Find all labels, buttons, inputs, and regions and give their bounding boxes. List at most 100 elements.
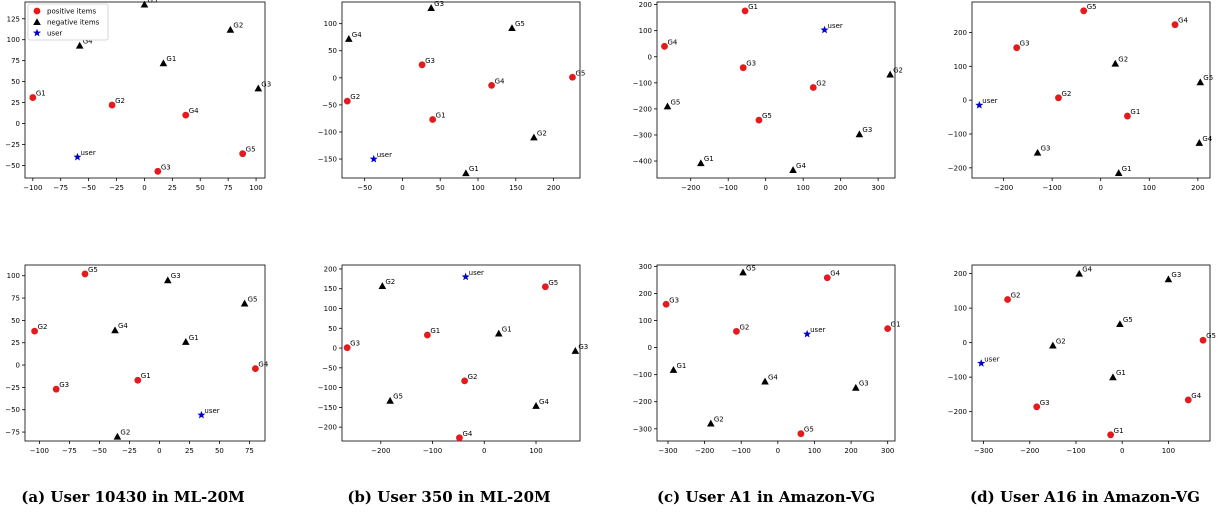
point-user-user <box>975 101 984 109</box>
y-tick-label: 100 <box>7 272 20 280</box>
point-label: user <box>984 355 999 363</box>
point-user-user <box>369 154 378 163</box>
x-tick-label: −75 <box>62 447 77 455</box>
legend: positive items negative items user <box>27 3 109 41</box>
point-label: G1 <box>676 362 686 370</box>
point-positive-g1 <box>1107 431 1115 439</box>
point-label: G4 <box>667 38 677 46</box>
y-tick-label: −150 <box>318 404 337 412</box>
point-positive-g3 <box>154 167 162 175</box>
y-tick-label: 50 <box>11 317 20 325</box>
y-tick-label: 0 <box>963 97 967 105</box>
point-negative-g2 <box>886 70 894 78</box>
point-label: G3 <box>171 272 181 280</box>
point-negative-g1 <box>159 59 168 67</box>
x-tick-label: 150 <box>509 184 522 192</box>
point-positive-g5 <box>541 283 549 291</box>
point-label: G1 <box>166 55 176 63</box>
point-positive-g5 <box>755 116 763 124</box>
x-tick-label: −300 <box>974 447 993 455</box>
y-tick-label: 200 <box>639 1 652 9</box>
plot-frame <box>656 264 896 442</box>
point-positive-g4 <box>252 365 259 373</box>
point-positive-g1 <box>134 376 142 384</box>
y-tick-label: −300 <box>633 425 652 433</box>
y-tick-label: 0 <box>16 362 20 370</box>
x-tick-label: 50 <box>215 447 224 455</box>
point-label: user <box>377 151 392 159</box>
y-tick-label: −200 <box>948 164 967 172</box>
caption-c: (c) User A1 in Amazon-VG <box>656 488 876 506</box>
y-tick-label: 200 <box>954 270 967 278</box>
plot-frame <box>24 264 266 442</box>
point-positive-g5 <box>81 270 89 278</box>
point-negative-g3 <box>852 383 860 391</box>
point-label: G5 <box>804 426 814 434</box>
y-tick-label: −200 <box>318 424 337 432</box>
point-label: G5 <box>1206 332 1216 340</box>
point-negative-g2 <box>1111 59 1120 67</box>
point-label: G2 <box>1061 90 1071 98</box>
point-label: G5 <box>393 393 403 401</box>
y-tick-label: 50 <box>11 78 20 86</box>
point-negative-g1 <box>697 159 705 167</box>
point-label: G4 <box>258 361 268 369</box>
point-label: G5 <box>88 266 98 274</box>
point-negative-g2 <box>530 133 538 141</box>
point-label: G1 <box>891 321 901 329</box>
x-tick-label: 0 <box>1098 184 1102 192</box>
point-negative-g2 <box>378 282 387 290</box>
scatter-panel-2: −50 0 50 100 150 200 −150 −100 −50 0 50 100 G1 G2 G3 G4… <box>318 0 586 192</box>
x-tick-label: 50 <box>196 184 205 192</box>
point-positive-g5 <box>239 150 247 158</box>
y-tick-label: −150 <box>318 156 337 164</box>
x-tick-label: 0 <box>157 447 161 455</box>
x-tick-label: −75 <box>53 184 68 192</box>
scatter-panel-7: −300 −200 −100 0 100 200 300 −300 −200 −100 0 100 20… <box>633 263 901 455</box>
x-tick-label: −100 <box>23 184 42 192</box>
point-label: G5 <box>746 264 756 272</box>
point-user-user <box>73 152 82 161</box>
point-label: G3 <box>862 126 872 134</box>
y-tick-label: −50 <box>322 364 337 372</box>
point-label: G5 <box>575 69 585 77</box>
point-negative-g2 <box>113 432 122 440</box>
x-tick-label: 0 <box>1120 447 1124 455</box>
x-tick-label: 100 <box>471 184 484 192</box>
x-tick-label: 100 <box>808 447 821 455</box>
x-tick-label: 200 <box>547 184 560 192</box>
point-label: G3 <box>1040 399 1050 407</box>
point-label: user <box>204 407 219 415</box>
y-tick-label: 150 <box>324 285 337 293</box>
point-positive-g3 <box>418 61 426 69</box>
point-negative-g5 <box>1116 320 1124 328</box>
y-tick-label: −100 <box>318 384 337 392</box>
point-label: G2 <box>1011 292 1021 300</box>
x-tick-label: −100 <box>719 184 738 192</box>
point-positive-g4 <box>182 111 190 119</box>
point-negative-g4 <box>111 326 119 334</box>
point-label: G2 <box>350 93 360 101</box>
y-tick-label: 0 <box>16 120 20 128</box>
point-label: G2 <box>1118 56 1128 64</box>
x-tick-label: −200 <box>994 184 1013 192</box>
y-tick-label: −100 <box>948 374 967 382</box>
point-label: G5 <box>147 0 157 5</box>
point-positive-g2 <box>809 84 817 91</box>
y-tick-label: 125 <box>7 15 20 23</box>
point-negative-g4 <box>789 166 797 173</box>
x-tick-label: 100 <box>796 184 809 192</box>
y-tick-label: 50 <box>328 47 337 55</box>
point-label: G3 <box>1041 145 1051 153</box>
point-label: G2 <box>468 373 478 381</box>
x-tick-label: −25 <box>109 184 124 192</box>
x-tick-label: 25 <box>168 184 177 192</box>
y-tick-label: 200 <box>954 29 967 37</box>
point-label: user <box>810 326 825 334</box>
point-label: G3 <box>161 163 171 171</box>
x-tick-label: 300 <box>881 447 894 455</box>
point-label: G2 <box>1056 337 1066 345</box>
point-label: G4 <box>352 31 362 39</box>
y-tick-label: 300 <box>639 263 652 271</box>
point-label: G1 <box>36 90 46 98</box>
